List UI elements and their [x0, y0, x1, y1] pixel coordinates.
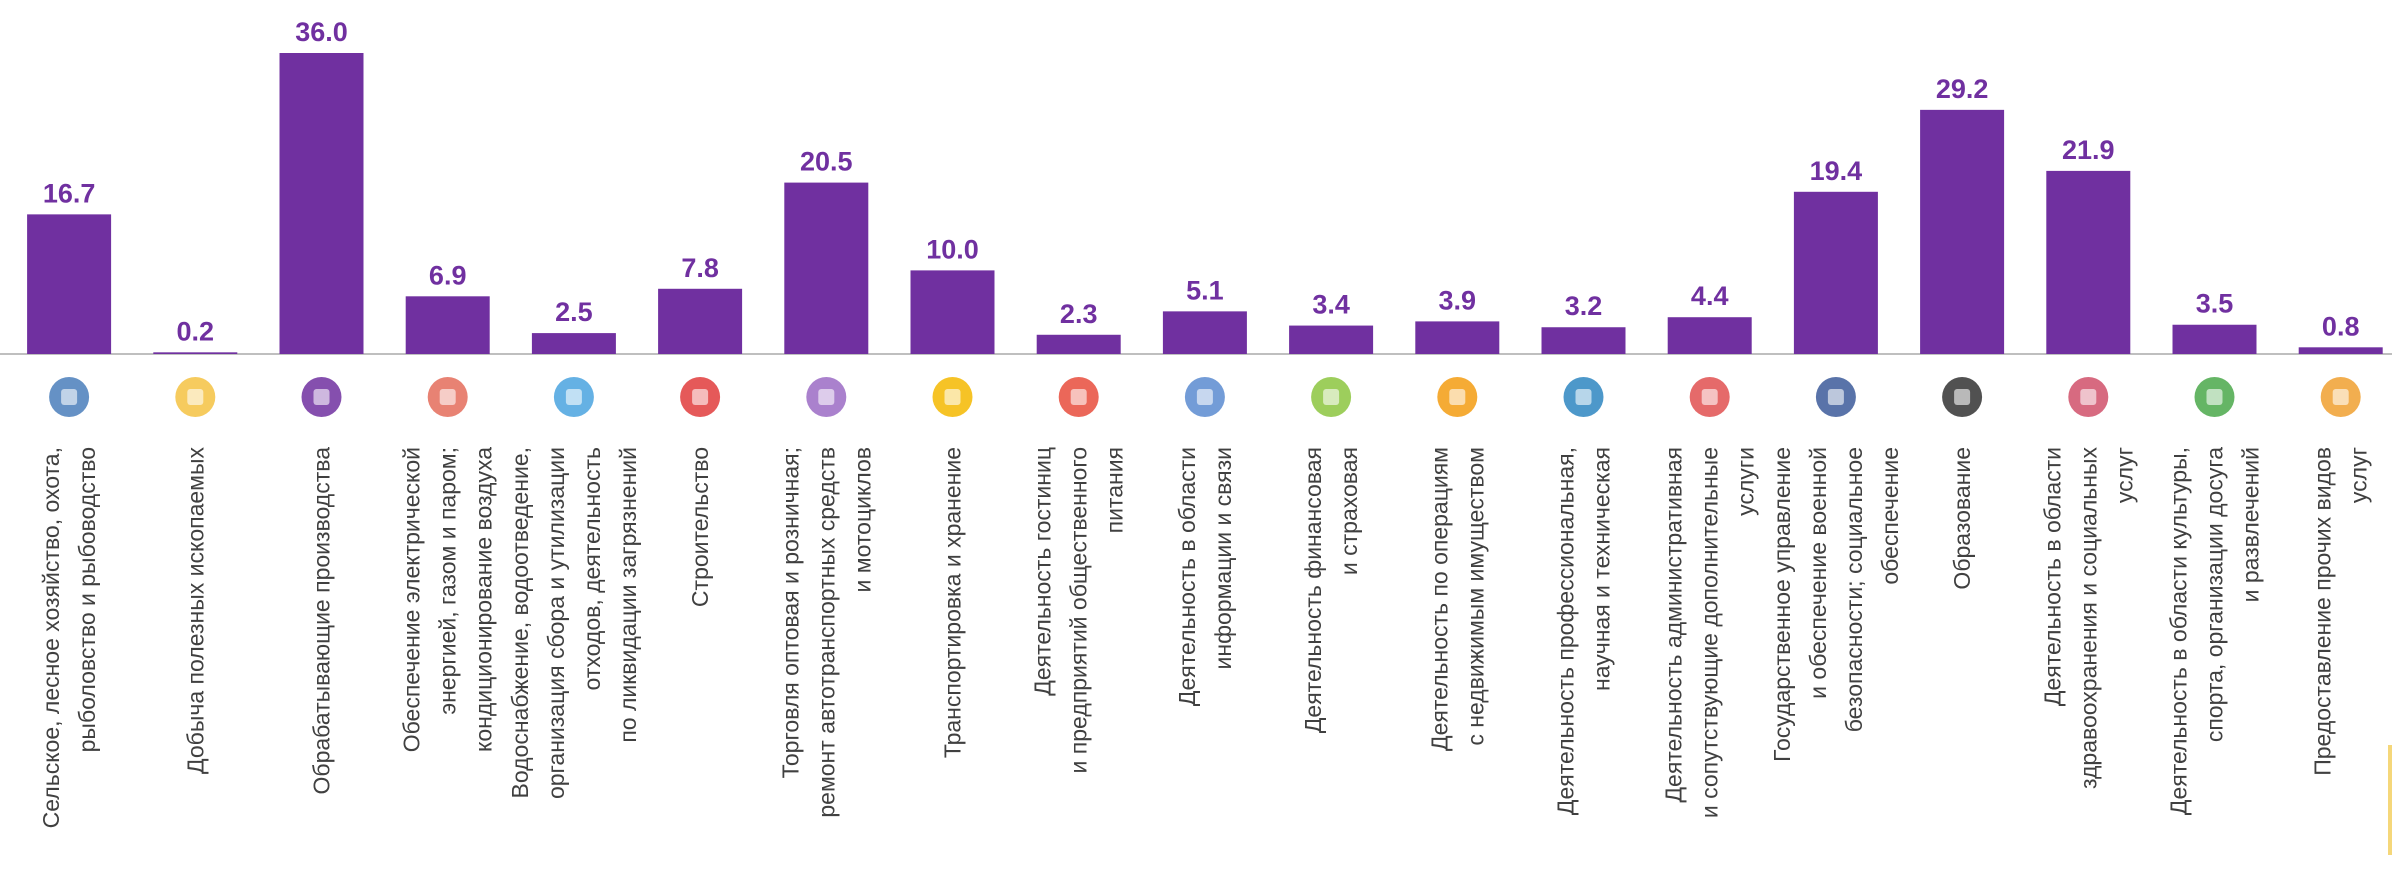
- category-icon: [2194, 377, 2235, 417]
- value-label: 3.2: [1565, 291, 1603, 321]
- category-icon: [932, 377, 973, 417]
- value-label: 4.4: [1691, 281, 1729, 311]
- value-label: 29.2: [1936, 74, 1989, 104]
- bar: [2172, 324, 2257, 354]
- icon-shape: [818, 389, 835, 405]
- category-icon: [1815, 377, 1856, 417]
- bar: [658, 288, 743, 354]
- category-label: Транспортировка и хранение: [940, 447, 966, 758]
- bar: [910, 270, 995, 354]
- category-label: Деятельность по операциям с недвижимым им…: [1426, 447, 1488, 751]
- category-label: Водоснабжение, водоотведение, организация…: [507, 447, 641, 799]
- value-label: 0.2: [177, 316, 215, 346]
- icon-shape: [187, 389, 204, 405]
- bar: [1667, 317, 1752, 354]
- bar: [1793, 191, 1878, 354]
- category-label: Образование: [1949, 447, 1975, 590]
- icon-shape: [1954, 389, 1971, 405]
- bar: [2298, 347, 2383, 354]
- value-label: 19.4: [1810, 156, 1863, 186]
- bar: [784, 182, 869, 354]
- bar: [1415, 321, 1500, 354]
- category-label: Добыча полезных ископаемых: [182, 447, 208, 774]
- category-icon: [1311, 377, 1352, 417]
- category-icon: [175, 377, 216, 417]
- category-icon: [1942, 377, 1983, 417]
- bar: [1289, 325, 1374, 354]
- category-label: Деятельность профессиональная, научная и …: [1553, 447, 1615, 815]
- value-label: 7.8: [681, 253, 719, 283]
- category-icon: [1563, 377, 1604, 417]
- category-label: Деятельность в области культуры, спорта, …: [2166, 447, 2264, 815]
- value-label: 2.5: [555, 297, 593, 327]
- value-label: 36.0: [295, 17, 348, 47]
- category-label: Торговля оптовая и розничная; ремонт авто…: [777, 447, 875, 818]
- icon-shape: [1196, 389, 1213, 405]
- bar: [279, 53, 364, 354]
- icon-shape: [1323, 389, 1340, 405]
- category-label: Деятельность в области информации и связи: [1174, 447, 1236, 706]
- category-icon: [301, 377, 342, 417]
- value-label: 2.3: [1060, 299, 1098, 329]
- icon-shape: [2206, 389, 2223, 405]
- value-label: 5.1: [1186, 275, 1224, 305]
- category-label: Деятельность финансовая и страховая: [1300, 447, 1362, 733]
- bar: [1162, 311, 1247, 354]
- category-label: Предоставление прочих видов услуг: [2310, 447, 2372, 776]
- category-icon: [1689, 377, 1730, 417]
- category-icon: [806, 377, 847, 417]
- value-label: 10.0: [926, 234, 979, 264]
- category-label: Обрабатывающие производства: [309, 447, 335, 795]
- icon-shape: [692, 389, 709, 405]
- value-label: 6.9: [429, 260, 467, 290]
- bar: [2046, 170, 2131, 354]
- icon-shape: [439, 389, 456, 405]
- icon-shape: [61, 389, 78, 405]
- bar: [27, 214, 112, 354]
- icon-shape: [313, 389, 330, 405]
- category-label: Сельское, лесное хозяйство, охота, рыболо…: [38, 447, 100, 828]
- value-label: 20.5: [800, 147, 853, 177]
- category-label: Обеспечение электрической энергией, газом…: [399, 447, 497, 752]
- category-icon: [427, 377, 468, 417]
- bar: [405, 296, 490, 354]
- value-label: 0.8: [2322, 311, 2360, 341]
- category-label: Строительство: [687, 447, 713, 607]
- icon-shape: [1449, 389, 1466, 405]
- icon-shape: [944, 389, 961, 405]
- value-label: 21.9: [2062, 135, 2115, 165]
- bar: [1920, 109, 2005, 354]
- bar: [1541, 327, 1626, 354]
- category-label: Государственное управление и обеспечение …: [1769, 447, 1903, 762]
- category-icon: [1184, 377, 1225, 417]
- category-icon: [680, 377, 721, 417]
- category-icon: [49, 377, 90, 417]
- bar: [531, 333, 616, 354]
- icon-shape: [1827, 389, 1844, 405]
- category-icon: [1058, 377, 1099, 417]
- category-label: Деятельность гостиниц и предприятий общес…: [1030, 447, 1128, 773]
- category-icon: [1437, 377, 1478, 417]
- value-label: 3.5: [2196, 289, 2234, 319]
- bar: [1036, 334, 1121, 354]
- value-label: 3.9: [1439, 285, 1477, 315]
- bar: [153, 352, 238, 354]
- category-icon: [553, 377, 594, 417]
- category-icon: [2320, 377, 2361, 417]
- icon-shape: [1701, 389, 1718, 405]
- category-label: Деятельность в области здравоохранения и …: [2039, 447, 2137, 790]
- icon-shape: [565, 389, 582, 405]
- edge-accent: [2388, 745, 2392, 855]
- icon-shape: [1070, 389, 1087, 405]
- icon-shape: [2080, 389, 2097, 405]
- value-label: 16.7: [43, 178, 96, 208]
- category-icon: [2068, 377, 2109, 417]
- icon-shape: [1575, 389, 1592, 405]
- category-label: Деятельность административная и сопутству…: [1661, 447, 1759, 818]
- icon-shape: [2332, 389, 2349, 405]
- value-label: 3.4: [1312, 290, 1350, 320]
